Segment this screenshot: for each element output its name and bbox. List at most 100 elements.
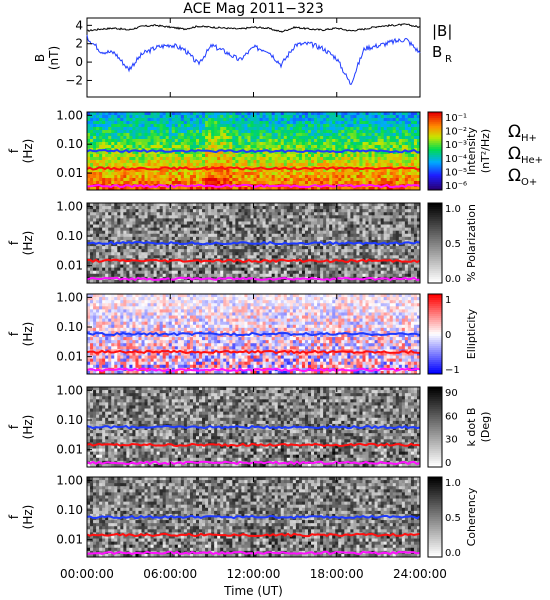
colorbar-2 [427,202,443,284]
y-axis-label: f [7,148,21,153]
y-axis-label: f [7,331,21,336]
colorbar-label: Ellipticity [465,308,478,359]
series-line-br [86,34,421,86]
y-axis-unit: (Hz) [21,139,35,164]
colorbar-frame [427,111,443,191]
y-tick-label: −2 [65,73,83,87]
colorbar-unit: (Deg) [479,412,492,443]
legend-btotal: |B| [432,22,452,40]
x-tick-label: 18:00:00 [310,567,364,581]
colorbar-tick-label: 0 [445,330,451,341]
gyro-line-hplus [87,240,421,246]
field-panel-frame [86,17,421,98]
y-tick-label: 0.10 [56,320,83,334]
y-axis-label: f [7,240,21,245]
colorbar-tick-label: 10⁻¹ [445,113,467,124]
colorbar-tick-label: 10⁻² [445,127,467,138]
colorbar-tick-label: 60 [445,411,458,422]
y-axis-label: f [7,514,21,519]
colorbar-4 [427,386,443,468]
colorbar-frame [427,386,443,468]
x-tick-label: 24:00:00 [393,567,447,581]
colorbar-tick-label: 10⁻³ [445,140,467,151]
gyro-line-hplus [86,331,421,337]
colorbar-frame [427,202,443,284]
colorbar-tick-label: 10⁻⁴ [445,154,467,165]
colorbar-tick-label: 1.0 [445,204,461,215]
chart-title: ACE Mag 2011−323 [183,1,323,17]
gyro-line-heplus [87,258,421,264]
colorbar-tick-label: 1 [445,295,451,306]
y-tick-label: 0.10 [56,413,83,427]
colorbar-tick-label: −1 [445,365,460,376]
gyro-legend-subscript: H+ [521,133,537,144]
y-tick-label: 0.10 [56,137,83,151]
x-tick-label: 00:00:00 [60,567,114,581]
x-tick-label: 12:00:00 [227,567,281,581]
colorbar-tick-label: 0.5 [445,513,461,524]
y-axis-unit: (Hz) [21,231,35,256]
series-line-btotal [86,23,421,33]
spectrogram-panel-2 [86,203,421,284]
x-tick-label: 06:00:00 [143,567,197,581]
spectrogram-panel-5 [86,477,421,558]
gyro-line-hplus [86,148,420,154]
gyro-legend-symbol: Ω [508,166,521,186]
colorbar-tick-label: 0 [445,458,451,469]
legend-br: B [432,43,442,61]
y-tick-label: 0.01 [56,533,83,547]
y-tick-label: 1.00 [56,199,83,213]
gyro-line-hplus [86,514,421,520]
y-tick-label: 1.00 [56,290,83,304]
colorbar-unit: (nT²/Hz) [479,129,492,173]
gyro-legend-symbol: Ω [508,144,521,164]
y-tick-label: 4 [75,18,83,32]
y-axis-label: f [7,424,21,429]
y-tick-label: 0.01 [56,259,83,273]
y-axis-unit: (Hz) [21,322,35,347]
x-axis-label: Time (UT) [223,584,283,598]
colorbar-label: % Polarization [465,204,478,282]
y-tick-label: 2 [75,37,83,51]
gyro-line-heplus [86,166,421,171]
colorbar-tick-label: 0.0 [445,548,461,559]
colorbar-tick-label: 10⁻⁵ [445,167,467,178]
y-tick-label: 1.00 [56,473,83,487]
spectrogram-panel-4 [86,387,421,468]
colorbar-tick-label: 90 [445,388,458,399]
y-axis-label: B [33,54,47,62]
y-axis-unit: (Hz) [21,505,35,530]
colorbar-frame [427,293,443,375]
colorbar-tick-label: 1.0 [445,478,461,489]
y-tick-label: 0.01 [56,350,83,364]
y-axis-unit: (nT) [47,46,61,70]
colorbar-tick-label: 0.5 [445,239,461,250]
y-tick-label: 0.01 [56,443,83,457]
gyro-line-heplus [86,532,421,538]
gyro-legend-subscript: He+ [521,155,543,166]
y-tick-label: 0 [75,55,83,69]
colorbar-label: k dot B [465,408,478,447]
y-tick-label: 1.00 [56,383,83,397]
gyro-line-heplus [86,349,421,355]
y-tick-label: 0.10 [56,503,83,517]
colorbar-frame [427,476,443,558]
colorbar-3 [427,293,443,375]
y-axis-unit: (Hz) [21,415,35,440]
gyro-legend-subscript: O+ [521,177,537,188]
spectrogram-panel-1 [86,112,421,191]
legend-br-subscript: R [445,54,452,65]
colorbar-tick-label: 10⁻⁶ [445,181,467,192]
colorbar-1 [427,111,443,191]
colorbar-tick-label: 30 [445,435,458,446]
colorbar-label: Intensity [465,127,478,175]
gyro-line-hplus [86,424,421,430]
y-tick-label: 0.01 [56,166,83,180]
colorbar-tick-label: 0.0 [445,274,461,285]
colorbar-label: Coherency [465,487,478,546]
gyro-line-heplus [86,442,421,448]
gyro-legend-symbol: Ω [508,122,521,142]
spectrogram-panel-3 [86,294,421,375]
y-tick-label: 0.10 [56,229,83,243]
